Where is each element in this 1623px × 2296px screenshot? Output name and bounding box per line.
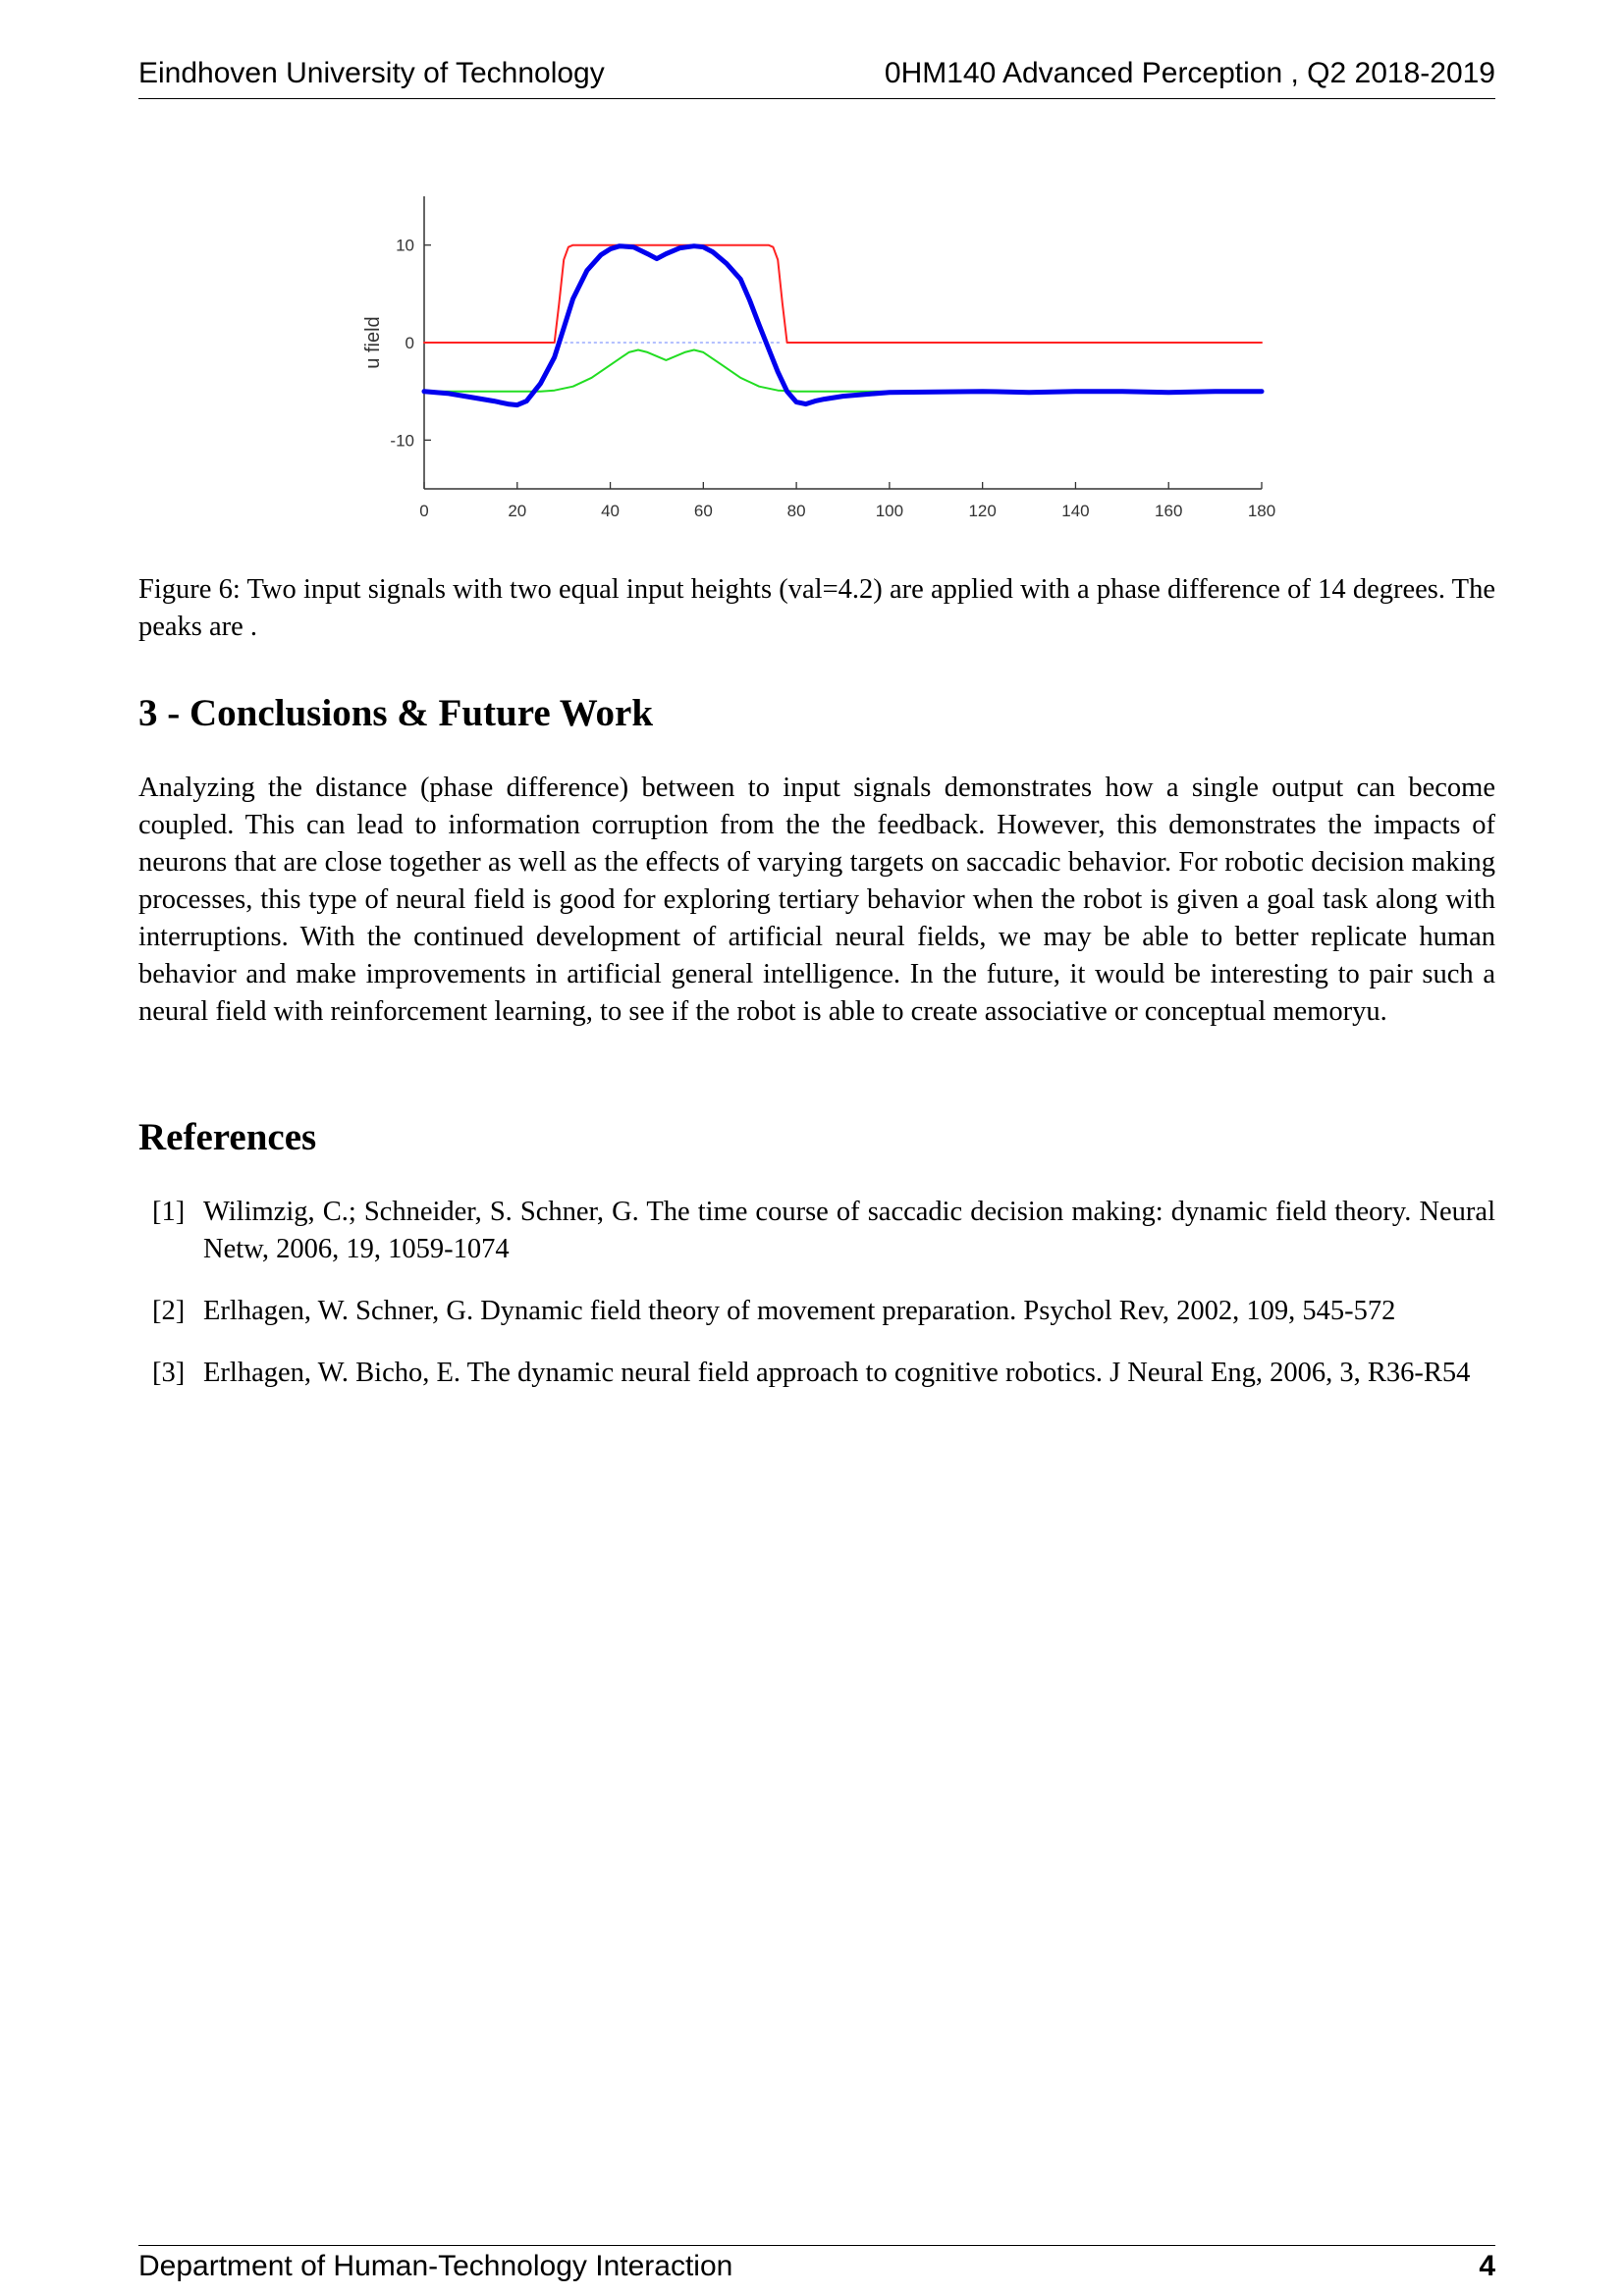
reference-number: [3] xyxy=(152,1358,186,1388)
x-tick-label: 80 xyxy=(787,502,806,520)
x-tick-label: 20 xyxy=(508,502,526,520)
x-tick-label: 120 xyxy=(968,502,996,520)
reference-text: Erlhagen, W. Bicho, E. The dynamic neura… xyxy=(203,1358,1471,1388)
u-field-chart: 0 20 40 60 80 100 120 140 160 180 -10 0 10 u field xyxy=(362,196,1275,520)
y-axis-label: u field xyxy=(362,316,384,368)
page-footer: Department of Human-Technology Interacti… xyxy=(138,2245,1495,2285)
figure-6: 0 20 40 60 80 100 120 140 160 180 -10 0 10 u field xyxy=(353,187,1296,540)
header-institution: Eindhoven University of Technology xyxy=(138,57,605,89)
x-tick-label: 60 xyxy=(694,502,713,520)
reference-number: [1] xyxy=(152,1197,186,1227)
header-course: 0HM140 Advanced Perception , Q2 2018-201… xyxy=(884,57,1495,89)
series-line-3 xyxy=(421,243,1265,408)
footer-department: Department of Human-Technology Interacti… xyxy=(138,2250,733,2282)
reference-text: Erlhagen, W. Schner, G. Dynamic field th… xyxy=(203,1296,1396,1326)
reference-item: [1] Wilimzig, C.; Schneider, S. Schner, … xyxy=(138,1194,1495,1268)
reference-number: [2] xyxy=(152,1296,186,1326)
reference-item: [2] Erlhagen, W. Schner, G. Dynamic fiel… xyxy=(138,1293,1495,1330)
reference-list: [1] Wilimzig, C.; Schneider, S. Schner, … xyxy=(138,1194,1495,1416)
x-tick-label: 0 xyxy=(419,502,428,520)
x-tick-label: 100 xyxy=(876,502,903,520)
figure-caption: Figure 6: Two input signals with two equ… xyxy=(138,574,1495,642)
conclusion-paragraph: Analyzing the distance (phase difference… xyxy=(138,773,1495,1027)
y-tick-label: 10 xyxy=(396,237,414,255)
y-tick-label: 0 xyxy=(406,334,414,352)
reference-text: Wilimzig, C.; Schneider, S. Schner, G. T… xyxy=(203,1197,1495,1264)
section-heading: 3 - Conclusions & Future Work xyxy=(138,692,654,734)
page-number: 4 xyxy=(1479,2250,1495,2282)
page-header: Eindhoven University of Technology 0HM14… xyxy=(138,57,1495,99)
x-tick-label: 140 xyxy=(1061,502,1089,520)
y-tick-label: -10 xyxy=(390,431,414,450)
x-tick-label: 160 xyxy=(1155,502,1182,520)
x-tick-label: 40 xyxy=(601,502,620,520)
series-line-1 xyxy=(423,348,1263,393)
references-heading: References xyxy=(138,1116,317,1158)
series-line-0 xyxy=(423,243,1263,344)
x-tick-label: 180 xyxy=(1248,502,1275,520)
reference-item: [3] Erlhagen, W. Bicho, E. The dynamic n… xyxy=(138,1355,1495,1392)
